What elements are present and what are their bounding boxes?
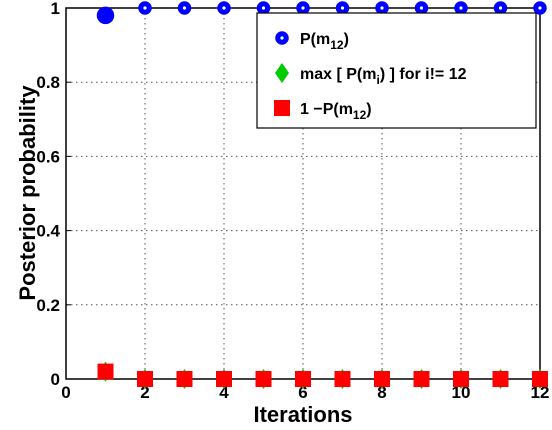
data-markers xyxy=(96,1,548,389)
y-tick-label: 0.8 xyxy=(36,73,60,92)
data-point-circle-center xyxy=(182,6,187,10)
legend-label: max [ P(mi) ] for i!= 12 xyxy=(300,66,467,87)
x-tick-label: 10 xyxy=(452,383,471,402)
x-tick-label: 6 xyxy=(298,383,307,402)
data-point-circle-center xyxy=(538,6,542,10)
data-point-square xyxy=(216,371,232,387)
legend-marker-diamond xyxy=(275,63,289,83)
data-point-circle-center xyxy=(419,6,424,10)
data-point-circle-center xyxy=(459,6,463,10)
legend-marker-square xyxy=(274,100,290,116)
data-point-square xyxy=(374,371,390,387)
data-point-square xyxy=(334,371,351,387)
legend-label: 1 −P(m12) xyxy=(300,101,372,122)
data-point-circle-center xyxy=(261,6,266,10)
data-point-circle-center xyxy=(498,6,503,10)
data-point-square xyxy=(97,363,114,380)
x-axis-label: Iterations xyxy=(253,402,352,427)
x-tick-label: 8 xyxy=(377,383,386,402)
data-point-square xyxy=(255,371,272,387)
data-point-square xyxy=(492,371,509,387)
data-point-square xyxy=(137,371,153,387)
data-point-circle-center xyxy=(301,6,305,10)
y-axis-label: Posterior probability xyxy=(15,85,40,301)
x-tick-label: 4 xyxy=(219,383,229,402)
x-tick-labels: 0 2 4 6 8 10 12 xyxy=(61,383,549,402)
data-point-square xyxy=(295,371,311,387)
data-point-circle-center xyxy=(143,6,147,10)
data-point-square xyxy=(532,371,548,387)
data-point-circle-center xyxy=(222,6,226,10)
y-tick-label: 0.2 xyxy=(36,296,60,315)
x-tick-label: 12 xyxy=(531,383,550,402)
legend: P(m12) max [ P(mi) ] for i!= 12 1 −P(m12) xyxy=(256,12,537,129)
legend-box xyxy=(256,12,537,129)
data-point-square xyxy=(453,371,469,387)
data-point-circle-center xyxy=(340,6,345,10)
data-point-square xyxy=(176,371,193,387)
x-tick-label: 0 xyxy=(61,383,70,402)
y-tick-label: 1 xyxy=(51,0,60,18)
y-tick-labels: 0 0.2 0.4 0.6 0.8 1 xyxy=(36,0,60,389)
data-point-circle xyxy=(96,6,115,25)
legend-marker-circle-center xyxy=(280,36,284,40)
data-point-square xyxy=(413,371,430,387)
y-tick-label: 0 xyxy=(51,370,60,389)
data-point-circle-center xyxy=(380,6,384,10)
x-tick-label: 2 xyxy=(140,383,149,402)
y-tick-label: 0.6 xyxy=(36,147,60,166)
legend-label: P(m12) xyxy=(300,31,349,52)
y-tick-label: 0.4 xyxy=(36,222,60,241)
